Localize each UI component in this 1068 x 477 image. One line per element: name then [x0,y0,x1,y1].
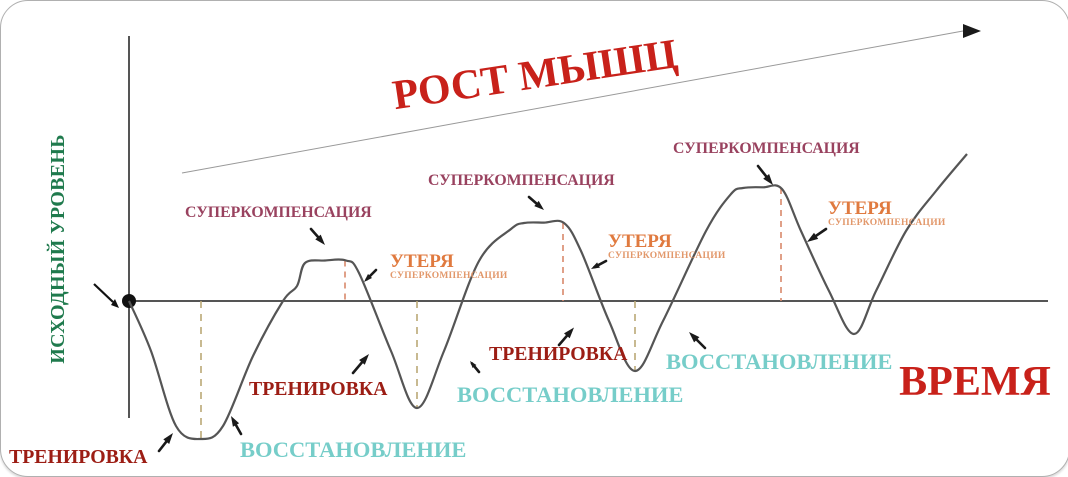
svg-text:ВОССТАНОВЛЕНИЕ: ВОССТАНОВЛЕНИЕ [666,349,892,374]
svg-text:ТРЕНИРОВКА: ТРЕНИРОВКА [489,343,628,365]
svg-text:ТРЕНИРОВКА: ТРЕНИРОВКА [249,378,388,400]
svg-text:ИСХОДНЫЙ УРОВЕНЬ: ИСХОДНЫЙ УРОВЕНЬ [46,134,69,364]
svg-text:УТЕРЯ: УТЕРЯ [828,198,892,219]
svg-text:СУПЕРКОМПЕНСАЦИЯ: СУПЕРКОМПЕНСАЦИЯ [673,140,860,157]
svg-text:РОСТ МЫШЦ: РОСТ МЫШЦ [390,31,681,119]
svg-text:ВОССТАНОВЛЕНИЕ: ВОССТАНОВЛЕНИЕ [457,382,683,407]
svg-text:УТЕРЯ: УТЕРЯ [608,231,672,252]
svg-text:СУПЕРКОМПЕНСАЦИЯ: СУПЕРКОМПЕНСАЦИЯ [185,204,372,221]
svg-text:УТЕРЯ: УТЕРЯ [390,251,454,272]
svg-text:СУПЕРКОМПЕНСАЦИИ: СУПЕРКОМПЕНСАЦИИ [608,251,726,261]
svg-text:СУПЕРКОМПЕНСАЦИЯ: СУПЕРКОМПЕНСАЦИЯ [428,172,615,189]
svg-text:СУПЕРКОМПЕНСАЦИИ: СУПЕРКОМПЕНСАЦИИ [828,218,946,228]
svg-text:ТРЕНИРОВКА: ТРЕНИРОВКА [9,446,148,468]
svg-text:СУПЕРКОМПЕНСАЦИИ: СУПЕРКОМПЕНСАЦИИ [390,271,508,281]
svg-text:ВРЕМЯ: ВРЕМЯ [899,359,1051,405]
svg-text:ВОССТАНОВЛЕНИЕ: ВОССТАНОВЛЕНИЕ [240,437,466,462]
